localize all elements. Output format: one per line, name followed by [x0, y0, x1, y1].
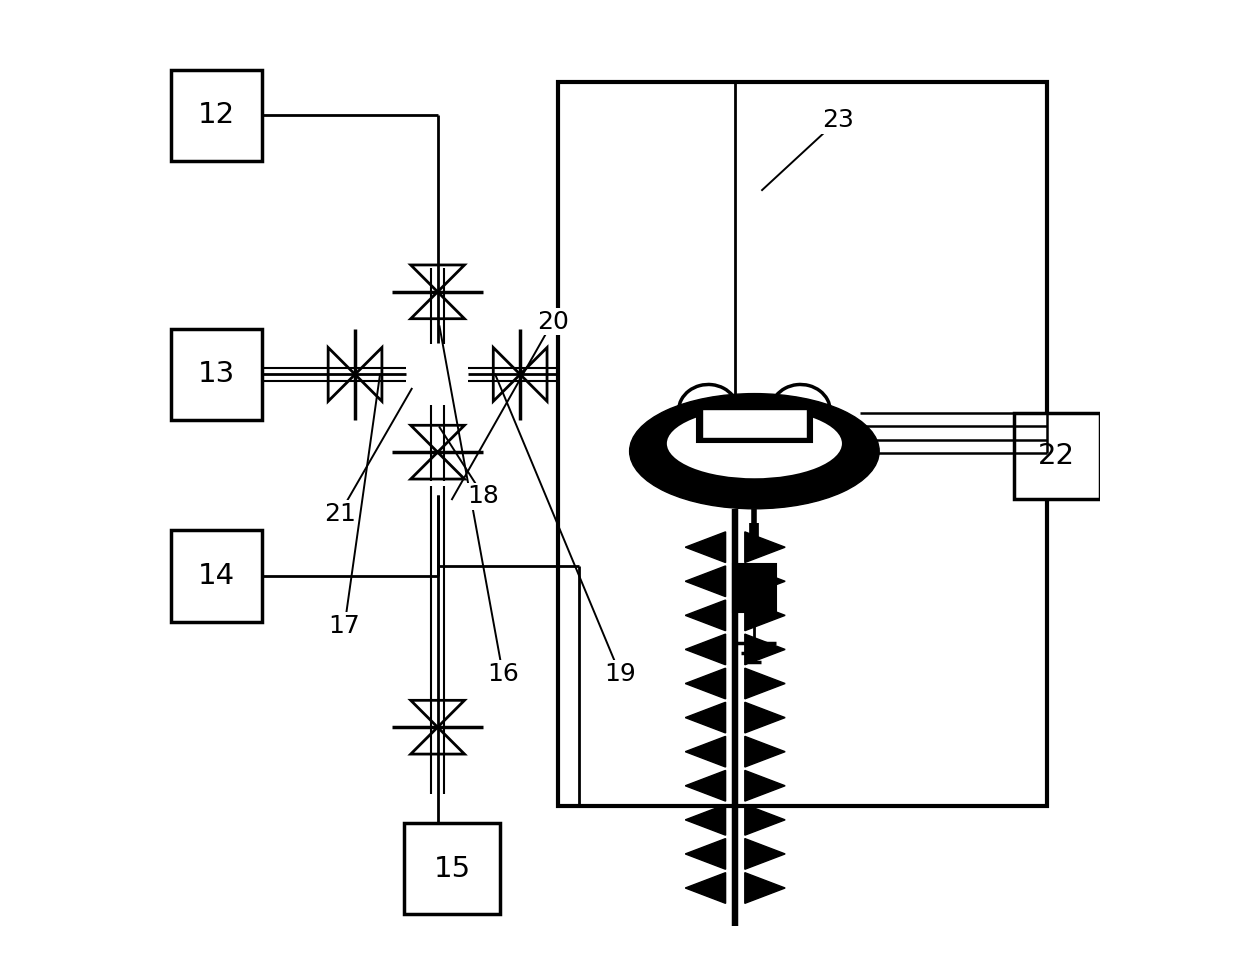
- Polygon shape: [745, 703, 785, 733]
- Ellipse shape: [630, 394, 879, 509]
- Polygon shape: [745, 566, 785, 597]
- Polygon shape: [686, 873, 725, 903]
- Text: 20: 20: [537, 309, 569, 333]
- Text: 13: 13: [198, 360, 236, 389]
- Polygon shape: [686, 668, 725, 699]
- Text: 16: 16: [487, 662, 518, 685]
- Bar: [558, 82, 1048, 806]
- Text: 18: 18: [467, 484, 500, 509]
- Bar: [171, 328, 263, 420]
- Polygon shape: [745, 736, 785, 767]
- Bar: [697, 405, 812, 442]
- Polygon shape: [686, 566, 725, 597]
- Bar: [702, 409, 807, 438]
- Bar: [1013, 413, 1100, 499]
- Bar: [733, 564, 775, 612]
- Polygon shape: [745, 668, 785, 699]
- Polygon shape: [745, 839, 785, 870]
- Polygon shape: [745, 634, 785, 664]
- Polygon shape: [686, 839, 725, 870]
- Text: 17: 17: [329, 614, 361, 638]
- Bar: [171, 530, 263, 622]
- Text: 21: 21: [324, 501, 356, 526]
- Polygon shape: [686, 703, 725, 733]
- Text: 23: 23: [822, 108, 854, 132]
- Text: 12: 12: [198, 101, 236, 130]
- Polygon shape: [745, 532, 785, 563]
- Bar: [404, 823, 500, 914]
- Polygon shape: [686, 634, 725, 664]
- Ellipse shape: [666, 407, 843, 479]
- Polygon shape: [745, 770, 785, 801]
- Text: 22: 22: [1038, 442, 1075, 470]
- Polygon shape: [686, 770, 725, 801]
- Polygon shape: [745, 873, 785, 903]
- Polygon shape: [686, 532, 725, 563]
- Polygon shape: [686, 736, 725, 767]
- Polygon shape: [686, 804, 725, 835]
- Polygon shape: [745, 804, 785, 835]
- Text: 19: 19: [604, 662, 636, 685]
- Text: 15: 15: [434, 854, 470, 883]
- Polygon shape: [745, 600, 785, 631]
- Bar: [171, 70, 263, 160]
- Text: 14: 14: [198, 562, 236, 590]
- Polygon shape: [686, 600, 725, 631]
